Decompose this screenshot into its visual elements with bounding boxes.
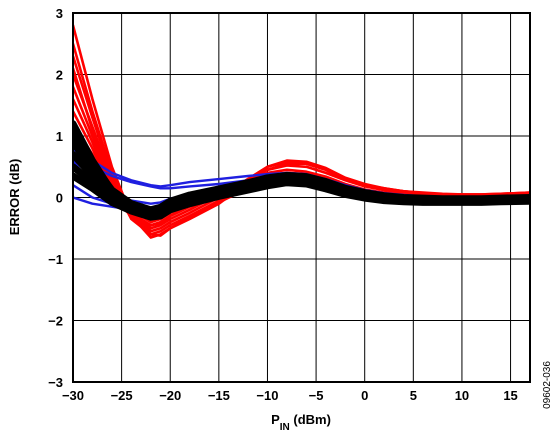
figure-id: 09602-036 xyxy=(542,361,553,409)
x-axis-label: PIN (dBm) xyxy=(271,412,331,433)
series-line-black-20 xyxy=(73,129,530,214)
x-tick-label: −30 xyxy=(62,388,84,403)
y-tick-label: 3 xyxy=(56,6,63,21)
x-tick-label: −5 xyxy=(309,388,324,403)
y-tick-label: −3 xyxy=(48,375,63,390)
x-tick-label: −15 xyxy=(208,388,230,403)
x-tick-label: −25 xyxy=(111,388,133,403)
plot-frame xyxy=(72,12,531,383)
y-tick-label: 0 xyxy=(56,191,63,206)
series-group xyxy=(73,23,530,239)
x-tick-label: 10 xyxy=(455,388,469,403)
y-tick-label: −1 xyxy=(48,252,63,267)
y-tick-label: 2 xyxy=(56,68,63,83)
x-tick-label: −10 xyxy=(256,388,278,403)
x-tick-label: 15 xyxy=(503,388,517,403)
series-line-black-19 xyxy=(73,172,530,221)
y-tick-label: 1 xyxy=(56,129,63,144)
x-tick-label: 0 xyxy=(361,388,368,403)
y-tick-label: −2 xyxy=(48,314,63,329)
x-tick-label: −20 xyxy=(159,388,181,403)
x-tick-label: 5 xyxy=(410,388,417,403)
y-axis-label: ERROR (dB) xyxy=(7,159,22,236)
